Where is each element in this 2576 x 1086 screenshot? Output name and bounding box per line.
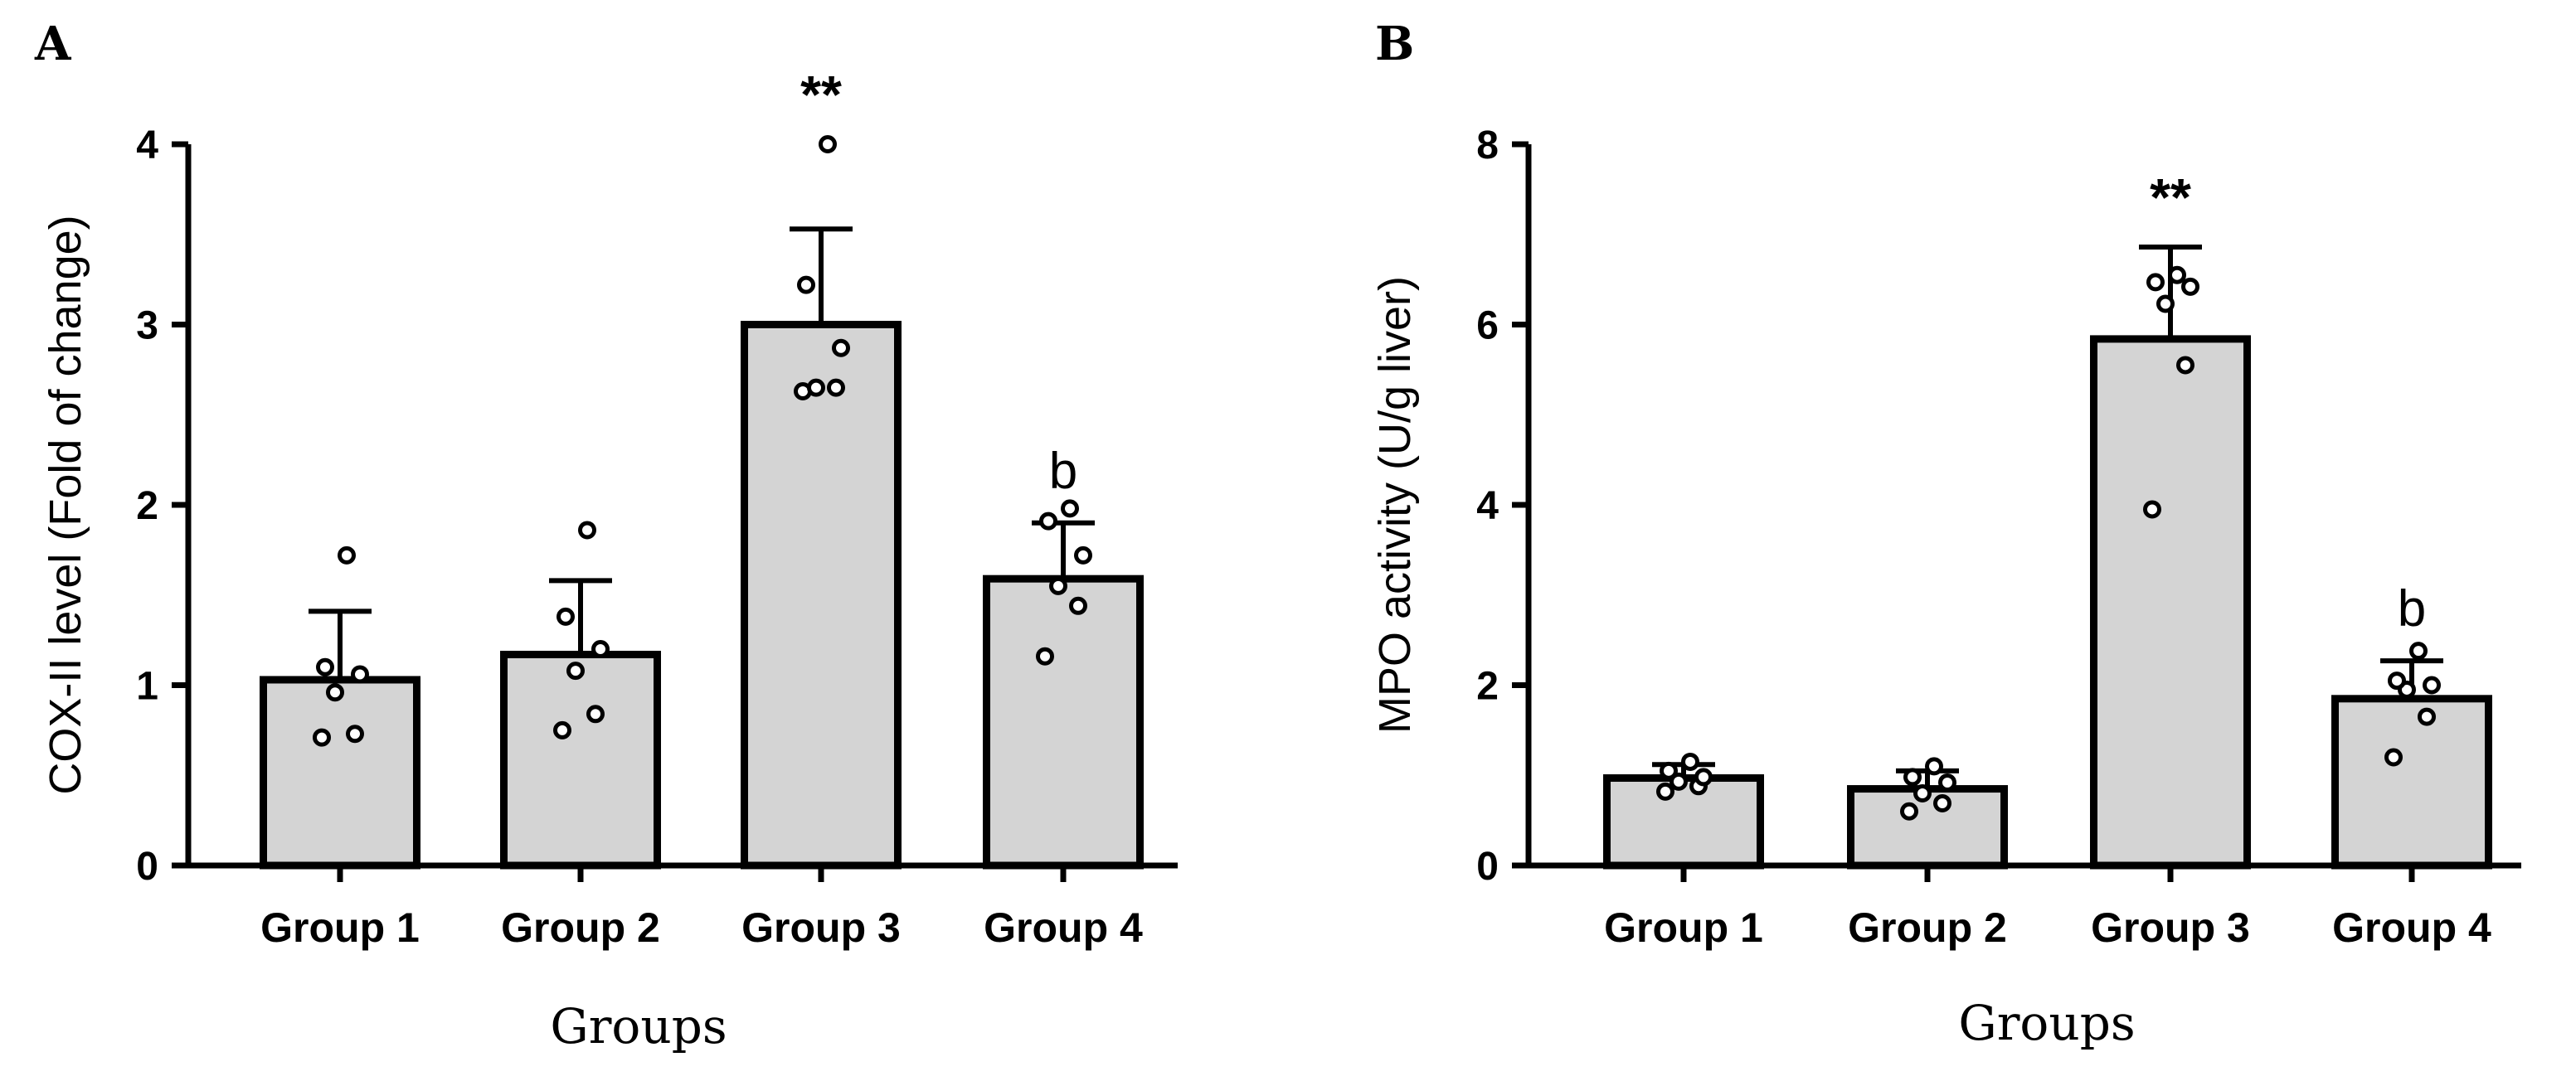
- y-axis-title: COX-II level (Fold of change): [41, 215, 90, 794]
- data-point: [1900, 802, 1918, 821]
- data-point: [807, 378, 825, 397]
- panel-label-b: B: [1375, 17, 1414, 71]
- category-label: Group 3: [741, 904, 901, 951]
- data-point: [832, 338, 850, 357]
- data-point: [351, 665, 369, 684]
- y-tick-label: 0: [136, 845, 158, 889]
- significance-annotation: b: [2398, 580, 2426, 638]
- bar: [1603, 774, 1764, 870]
- data-point: [1660, 761, 1678, 780]
- bar: [2090, 335, 2251, 870]
- bar: [1847, 785, 2008, 870]
- panel-label-a: A: [34, 17, 72, 71]
- data-point: [2423, 676, 2441, 695]
- data-point: [2181, 277, 2199, 296]
- bar: [260, 676, 420, 870]
- data-point: [2409, 642, 2428, 661]
- data-point: [1061, 499, 1079, 518]
- data-point: [2146, 273, 2165, 292]
- y-tick-label: 4: [136, 124, 158, 167]
- significance-annotation: **: [2150, 167, 2191, 227]
- data-point: [1933, 793, 1951, 812]
- data-point: [1925, 757, 1943, 776]
- data-point: [1694, 768, 1713, 787]
- category-label: Group 2: [1848, 904, 2007, 951]
- bar: [2331, 695, 2492, 870]
- data-point: [566, 662, 585, 681]
- significance-annotation: b: [1049, 443, 1077, 500]
- data-point: [1913, 784, 1932, 802]
- data-point: [819, 135, 837, 153]
- category-label: Group 1: [260, 904, 420, 951]
- data-point: [557, 607, 575, 626]
- data-point: [1039, 511, 1057, 531]
- data-point: [797, 275, 815, 294]
- data-point: [591, 640, 610, 658]
- bar: [741, 321, 902, 870]
- y-axis-title: MPO activity (U/g liver): [1370, 276, 1420, 734]
- data-point: [2418, 707, 2436, 726]
- data-point: [338, 545, 356, 565]
- data-point: [2384, 748, 2403, 767]
- y-tick-label: 0: [1476, 845, 1499, 889]
- data-point: [1074, 545, 1092, 565]
- x-axis-title: Groups: [550, 998, 727, 1054]
- data-point: [313, 728, 331, 747]
- x-axis-title: Groups: [1958, 995, 2135, 1051]
- data-point: [326, 683, 344, 702]
- category-label: Group 1: [1604, 904, 1763, 951]
- data-point: [2176, 356, 2194, 375]
- data-point: [1036, 647, 1054, 666]
- category-label: Group 3: [2091, 904, 2250, 951]
- data-point: [1049, 576, 1067, 595]
- category-label: Group 4: [984, 904, 1143, 951]
- data-point: [346, 725, 364, 744]
- category-label: Group 2: [501, 904, 660, 951]
- bar: [983, 575, 1144, 870]
- data-point: [1681, 752, 1699, 771]
- category-label: Group 4: [2332, 904, 2491, 951]
- data-point: [553, 720, 571, 739]
- data-point: [578, 521, 596, 540]
- y-tick-label: 6: [1476, 304, 1499, 348]
- data-point: [586, 705, 605, 724]
- data-point: [2156, 294, 2175, 313]
- y-tick-label: 4: [1476, 484, 1499, 528]
- bar: [500, 651, 661, 870]
- data-point: [1938, 773, 1956, 792]
- panel-a: A 0 1 2 3 4 COX-II level (Fold of change) Gro…: [34, 17, 1178, 1054]
- panel-b: B 0 2 4 6 8 MPO activity (U/g liver) Groups Gr…: [1370, 17, 2521, 1051]
- data-point: [1656, 782, 1674, 801]
- data-point: [1069, 596, 1087, 615]
- y-tick-label: 3: [136, 304, 158, 348]
- data-point: [1903, 768, 1922, 787]
- significance-annotation: **: [800, 65, 842, 124]
- y-tick-label: 1: [136, 665, 158, 709]
- y-tick-label: 2: [1476, 665, 1499, 709]
- data-point: [2388, 671, 2406, 691]
- data-point: [827, 378, 845, 397]
- y-tick-label: 2: [136, 484, 158, 528]
- data-point: [2143, 500, 2161, 519]
- data-point: [316, 657, 334, 676]
- data-point: [1670, 772, 1688, 791]
- data-point: [2168, 265, 2186, 284]
- y-tick-label: 8: [1476, 124, 1499, 167]
